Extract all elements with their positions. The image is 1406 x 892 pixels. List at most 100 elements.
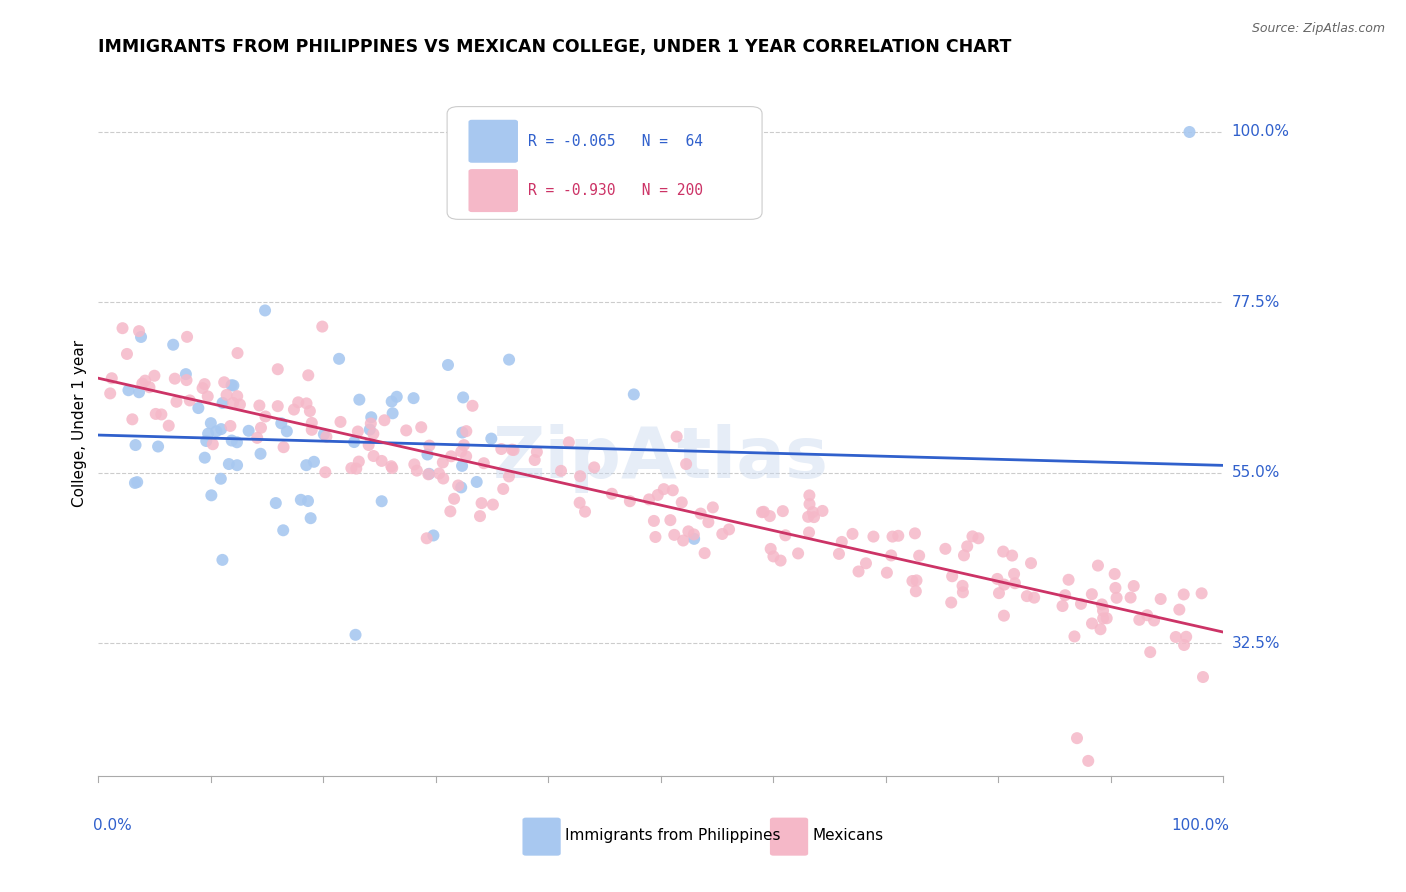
Point [799, 488, 821, 502]
Point [254, 303, 277, 318]
Point [1192, 670, 1215, 684]
Point [468, 509, 491, 524]
Point [799, 497, 821, 511]
Point [671, 495, 693, 509]
Point [471, 496, 494, 510]
Point [882, 530, 904, 544]
FancyBboxPatch shape [770, 818, 808, 855]
Point [415, 531, 437, 545]
Point [647, 488, 669, 502]
Point [450, 480, 472, 494]
Point [1092, 604, 1115, 618]
Point [427, 467, 450, 481]
Point [501, 442, 523, 457]
Point [934, 541, 956, 556]
Point [200, 488, 222, 502]
Point [1077, 754, 1099, 768]
Point [952, 585, 974, 599]
Point [652, 482, 675, 496]
Point [128, 385, 150, 400]
Point [297, 368, 319, 383]
Point [583, 460, 606, 475]
Point [1143, 614, 1166, 628]
Point [952, 579, 974, 593]
Point [1066, 731, 1088, 746]
Point [472, 456, 495, 470]
Point [848, 565, 870, 579]
Point [697, 515, 720, 529]
Point [219, 419, 242, 434]
Point [340, 461, 363, 475]
Point [197, 426, 219, 441]
Point [211, 553, 233, 567]
Point [124, 475, 146, 490]
Point [238, 424, 260, 438]
Point [1122, 579, 1144, 593]
Point [1139, 645, 1161, 659]
Point [1002, 566, 1025, 581]
Point [876, 566, 898, 580]
Point [956, 539, 979, 553]
Point [482, 498, 505, 512]
Point [111, 321, 134, 335]
Point [363, 426, 385, 441]
Text: Mexicans: Mexicans [813, 829, 884, 844]
Point [363, 449, 385, 463]
Point [711, 527, 734, 541]
Point [904, 526, 927, 541]
Point [1104, 581, 1126, 595]
Point [359, 423, 381, 437]
Point [370, 494, 392, 508]
Point [600, 487, 623, 501]
Point [267, 362, 290, 376]
Point [1136, 608, 1159, 623]
Point [558, 435, 581, 450]
Point [209, 472, 232, 486]
Point [443, 491, 465, 506]
Point [569, 469, 592, 483]
Point [347, 454, 370, 468]
Point [678, 524, 700, 539]
Point [395, 424, 418, 438]
Point [498, 352, 520, 367]
Point [249, 447, 271, 461]
Point [803, 510, 825, 524]
Point [370, 454, 392, 468]
Point [150, 408, 173, 422]
Point [197, 389, 219, 403]
Point [451, 391, 474, 405]
Point [1054, 588, 1077, 602]
Point [283, 402, 305, 417]
Point [988, 586, 1011, 600]
Point [831, 535, 853, 549]
Point [301, 423, 323, 437]
Point [456, 424, 478, 438]
Point [1092, 611, 1115, 625]
Point [665, 429, 688, 443]
Point [451, 458, 474, 473]
Point [226, 389, 249, 403]
Point [1019, 556, 1042, 570]
Point [675, 457, 697, 471]
Point [908, 549, 931, 563]
Point [290, 492, 312, 507]
Point [360, 417, 382, 431]
Point [432, 455, 454, 469]
Text: 55.0%: 55.0% [1232, 466, 1279, 481]
Point [211, 396, 233, 410]
Point [254, 409, 277, 424]
Point [222, 396, 245, 410]
Point [432, 471, 454, 485]
Point [905, 574, 928, 588]
Point [1004, 576, 1026, 591]
Point [461, 399, 484, 413]
Point [769, 553, 792, 567]
Point [550, 464, 572, 478]
Point [1119, 591, 1142, 605]
Point [302, 455, 325, 469]
Point [492, 482, 515, 496]
Point [456, 450, 478, 464]
Point [117, 383, 139, 397]
Point [659, 513, 682, 527]
Point [526, 445, 548, 459]
